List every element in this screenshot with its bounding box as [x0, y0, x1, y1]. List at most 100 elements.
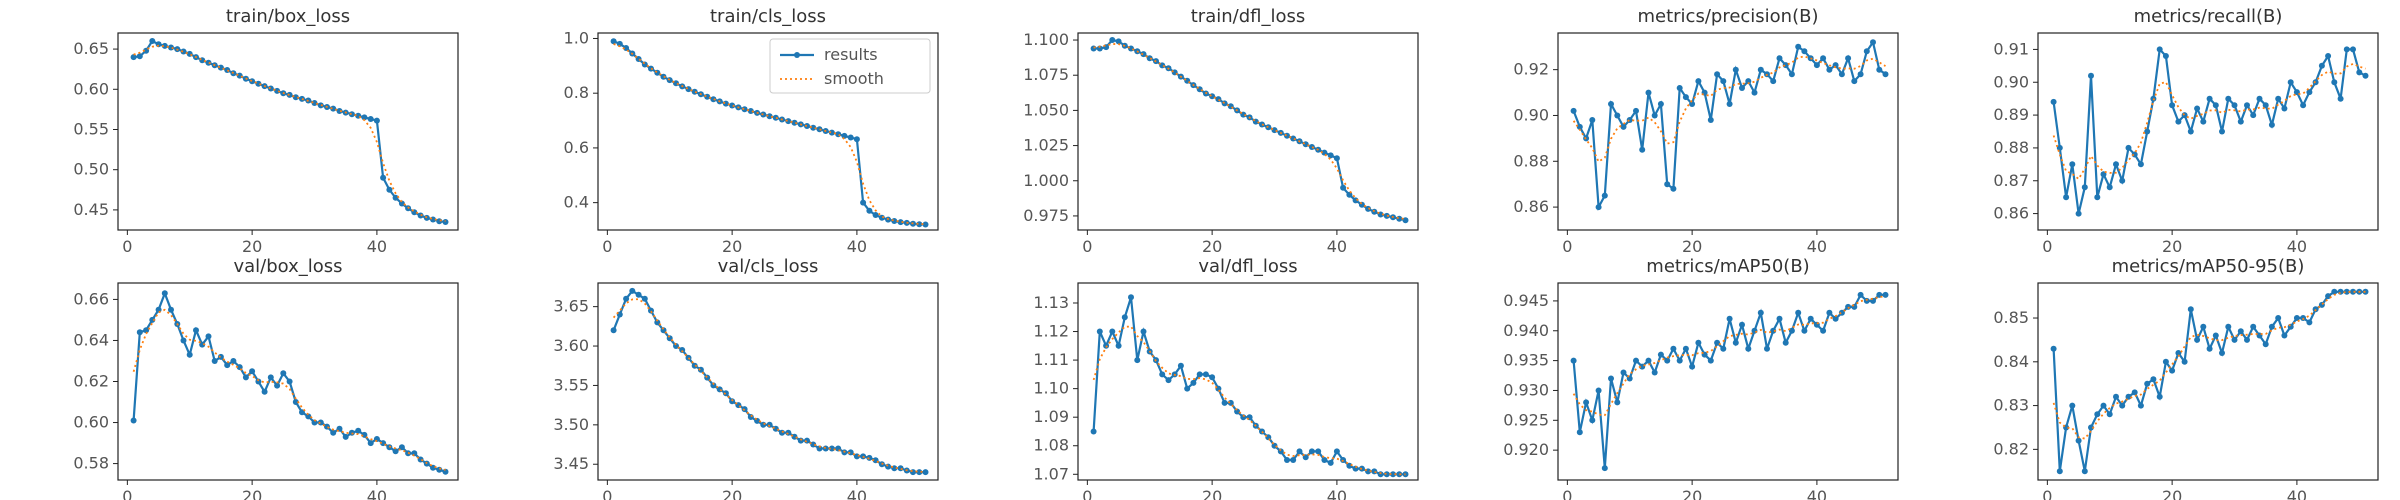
data-point [217, 353, 224, 360]
data-point [1608, 101, 1614, 107]
results-line [133, 39, 446, 224]
data-point [2219, 350, 2225, 356]
chart-svg: metrics/precision(B) 0.86 0.88 0.90 0.92 0 20 4… [1513, 6, 1899, 256]
data-point [2225, 95, 2232, 102]
data-point [1090, 45, 1097, 52]
chart-title: metrics/precision(B) [1637, 6, 1818, 27]
data-point [205, 59, 212, 66]
y-tick-label: 0.91 [1993, 39, 2029, 58]
data-point [330, 429, 337, 436]
data-point [2268, 323, 2275, 330]
data-point [2250, 112, 2257, 119]
data-point [2162, 53, 2169, 59]
data-point [1857, 291, 1864, 298]
data-point [249, 78, 256, 85]
data-point [2262, 341, 2269, 348]
data-point [810, 124, 817, 131]
x-tick-label: 0 [1082, 237, 1092, 256]
data-point [342, 433, 349, 440]
data-point [1845, 55, 1852, 62]
data-point [2075, 210, 2082, 217]
data-point [1090, 428, 1097, 435]
data-point [2231, 336, 2238, 343]
data-point [847, 449, 854, 456]
y-tick-label: 0.88 [1513, 151, 1549, 170]
data-point [660, 73, 667, 80]
y-tick-label: 0.925 [1503, 410, 1549, 429]
data-point [2194, 105, 2201, 112]
chart-panel: train/dfl_loss 0.975 1.000 1.025 1.050 1.075 1… [960, 0, 1440, 256]
data-point [392, 448, 399, 455]
data-point [1128, 294, 1134, 301]
y-tick-label: 3.55 [553, 375, 589, 394]
data-point [386, 186, 393, 193]
data-point [1340, 184, 1347, 191]
chart-title: val/cls_loss [718, 256, 819, 277]
data-point [286, 378, 293, 385]
data-point [1695, 339, 1702, 346]
data-point [274, 87, 281, 94]
data-point [1115, 342, 1122, 349]
chart-svg: train/cls_loss 0.4 0.6 0.8 1.0 0 20 40 results sm… [564, 6, 939, 256]
data-point [168, 306, 174, 313]
data-point [1396, 471, 1403, 478]
data-point [2325, 53, 2332, 59]
data-point [1707, 117, 1714, 123]
data-point [2069, 402, 2076, 409]
data-point [922, 221, 929, 228]
data-point [1670, 185, 1677, 192]
data-point [2306, 89, 2313, 96]
data-point [2219, 128, 2225, 135]
data-point [2331, 288, 2338, 295]
data-point [1096, 45, 1103, 52]
data-point [2262, 102, 2269, 109]
chart-panel: val/cls_loss 3.45 3.50 3.55 3.60 3.65 0 20 40 [480, 250, 960, 500]
x-tick-label: 0 [122, 487, 132, 500]
data-point [2131, 389, 2138, 396]
data-point [1284, 457, 1290, 463]
data-point [2237, 328, 2244, 335]
legend-smooth-label: smooth [824, 69, 884, 88]
data-point [1714, 339, 1721, 346]
data-point [130, 54, 137, 61]
data-point [1614, 112, 1621, 119]
data-point [2144, 128, 2151, 135]
data-point [205, 333, 212, 340]
chart-panel: val/dfl_loss 1.07 1.08 1.09 1.10 1.11 1.12 1.13… [960, 250, 1440, 500]
data-point [274, 382, 281, 389]
data-point [1639, 146, 1646, 153]
y-tick-label: 1.000 [1023, 171, 1069, 190]
data-point [2056, 468, 2063, 475]
y-tick-label: 1.075 [1023, 65, 1069, 84]
y-tick-label: 0.45 [73, 200, 109, 219]
y-tick-label: 1.12 [1033, 322, 1069, 341]
data-point [1795, 43, 1802, 50]
data-point [1165, 377, 1172, 384]
data-point [1782, 339, 1789, 346]
data-point [2081, 468, 2088, 475]
data-point [2106, 184, 2113, 191]
data-point [822, 445, 829, 452]
data-point [2125, 393, 2132, 400]
y-tick-label: 0.4 [564, 193, 589, 212]
data-point [1714, 71, 1721, 78]
chart-panel: metrics/precision(B) 0.86 0.88 0.90 0.92 0 20 4… [1440, 0, 1920, 256]
data-point [2125, 144, 2132, 151]
data-point [2325, 293, 2332, 300]
data-point [193, 327, 199, 334]
data-point [1296, 448, 1303, 455]
y-tick-label: 0.90 [1993, 72, 2029, 91]
results-line [1092, 296, 1406, 476]
x-tick-label: 20 [242, 487, 262, 500]
chart-panel: train/cls_loss 0.4 0.6 0.8 1.0 0 20 40 results sm… [480, 0, 960, 256]
data-point [2056, 144, 2063, 151]
data-point [1857, 71, 1864, 78]
data-point [2275, 95, 2282, 102]
data-point [1664, 181, 1671, 188]
data-point [242, 374, 249, 381]
data-point [1845, 303, 1852, 310]
data-point [685, 86, 692, 93]
data-point [2200, 118, 2207, 125]
data-point [1340, 457, 1347, 463]
x-tick-label: 20 [1682, 487, 1702, 500]
